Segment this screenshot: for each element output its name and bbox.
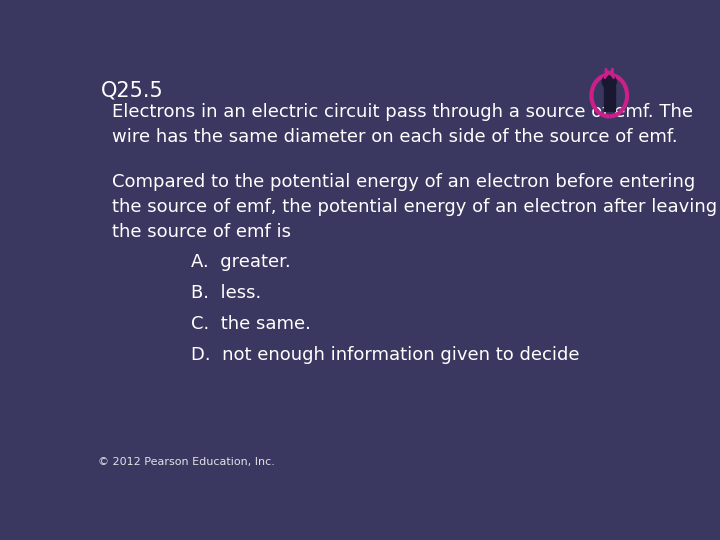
Text: © 2012 Pearson Education, Inc.: © 2012 Pearson Education, Inc. [98, 457, 274, 467]
Text: B.  less.: B. less. [191, 284, 261, 302]
FancyBboxPatch shape [604, 86, 615, 111]
Text: D.  not enough information given to decide: D. not enough information given to decid… [191, 346, 580, 364]
Text: Compared to the potential energy of an electron before entering
the source of em: Compared to the potential energy of an e… [112, 173, 717, 241]
Text: C.  the same.: C. the same. [191, 315, 310, 333]
Text: A.  greater.: A. greater. [191, 253, 290, 272]
Circle shape [602, 75, 616, 89]
Text: Electrons in an electric circuit pass through a source of emf. The
wire has the : Electrons in an electric circuit pass th… [112, 103, 693, 146]
Text: Q25.5: Q25.5 [101, 80, 163, 100]
